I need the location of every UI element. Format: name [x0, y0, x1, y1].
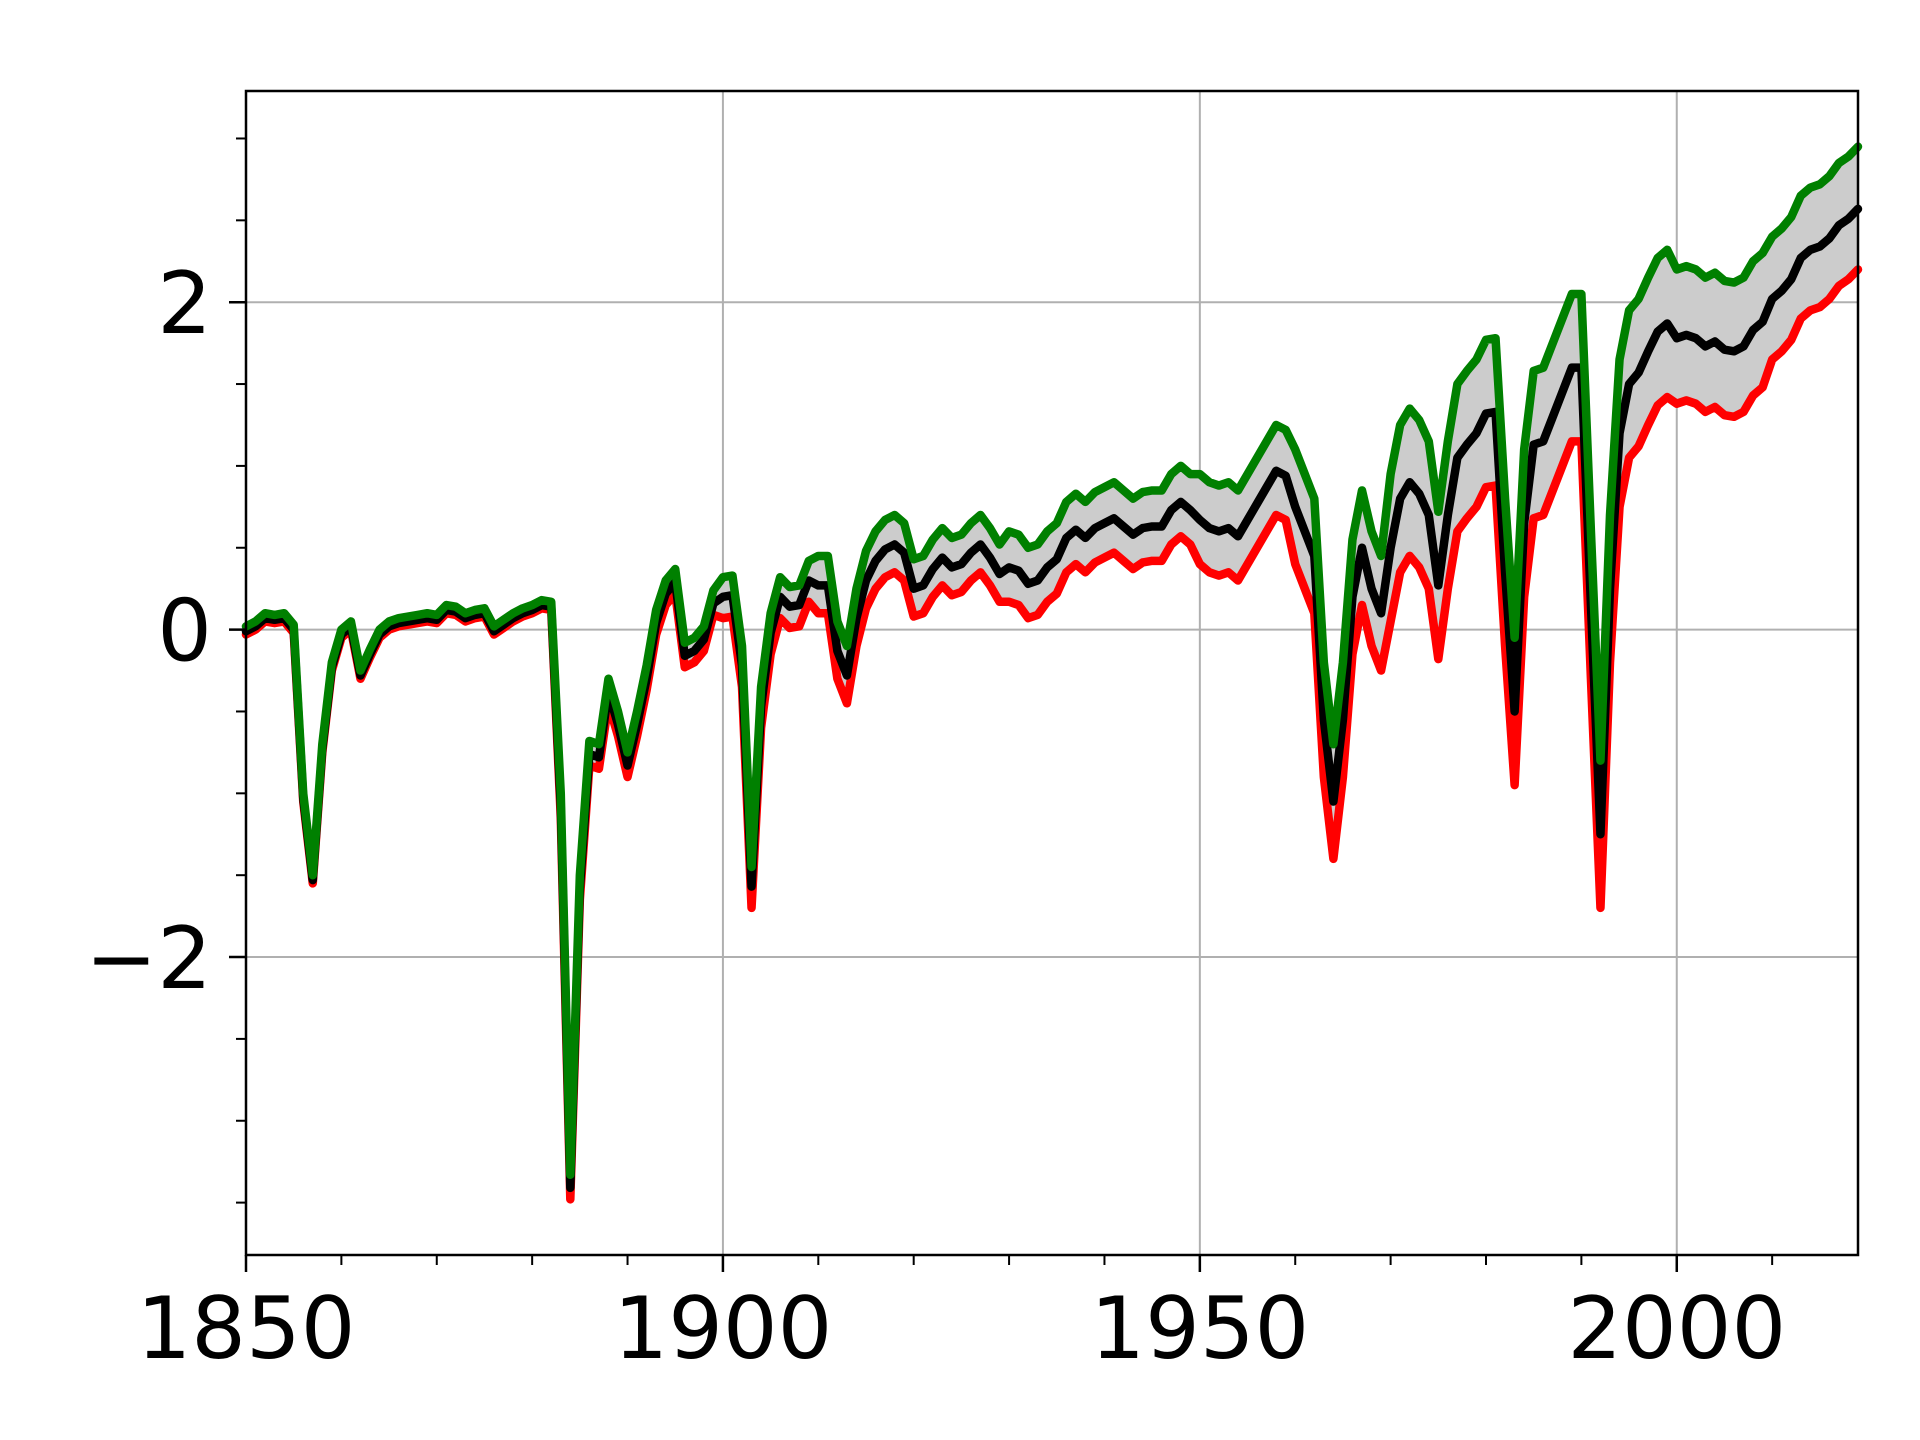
x-tick-label: 2000 — [1567, 1279, 1786, 1379]
series-line — [241, 142, 1863, 1180]
x-tick-label: 1900 — [613, 1279, 832, 1379]
y-tick-label: 2 — [157, 254, 212, 354]
x-tick-label: 1850 — [137, 1279, 356, 1379]
x-tick-label: 1950 — [1090, 1279, 1309, 1379]
y-tick-label: 0 — [157, 582, 212, 682]
y-tick-label: −2 — [85, 909, 212, 1009]
plot-frame — [244, 89, 1860, 1257]
